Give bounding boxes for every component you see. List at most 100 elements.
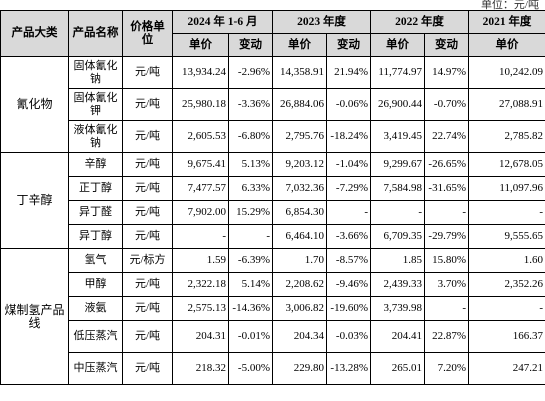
price-unit: 元/吨 xyxy=(122,296,173,321)
product-name: 甲醇 xyxy=(68,272,123,297)
value-cell: 204.31 xyxy=(172,320,229,353)
value-cell: 14.97% xyxy=(424,56,469,89)
price-unit: 元/吨 xyxy=(122,120,173,153)
value-cell: -1.04% xyxy=(326,152,371,177)
value-cell: 25,980.18 xyxy=(172,88,229,121)
value-cell: -29.79% xyxy=(424,224,469,249)
value-cell: -31.65% xyxy=(424,176,469,201)
period-header: 2021 年度 xyxy=(468,10,545,34)
value-cell: -19.60% xyxy=(326,296,371,321)
subheader-cell: 变动 xyxy=(326,33,371,57)
value-cell: -7.29% xyxy=(326,176,371,201)
value-cell: - xyxy=(326,200,371,225)
product-name: 固体氰化钠 xyxy=(68,56,123,89)
value-cell: 15.80% xyxy=(424,248,469,273)
value-cell: -26.65% xyxy=(424,152,469,177)
value-cell: 9,203.12 xyxy=(272,152,327,177)
subheader-cell: 变动 xyxy=(424,33,469,57)
product-name: 液体氰化钠 xyxy=(68,120,123,153)
value-cell: 6,464.10 xyxy=(272,224,327,249)
value-cell: 7,584.98 xyxy=(370,176,425,201)
value-cell: -6.39% xyxy=(228,248,273,273)
value-cell: - xyxy=(424,200,469,225)
value-cell: 3,006.82 xyxy=(272,296,327,321)
subheader-cell: 单价 xyxy=(172,33,229,57)
value-cell: - xyxy=(228,224,273,249)
table-row: 煤制氢产品线 氢气 元/标方 1.59 -6.39% 1.70 -8.57% 1.85 15.8… xyxy=(0,248,545,385)
value-cell: - xyxy=(468,296,545,321)
value-cell: 22.87% xyxy=(424,320,469,353)
value-cell: 2,208.62 xyxy=(272,272,327,297)
value-cell: 204.41 xyxy=(370,320,425,353)
table-row: 异丁醛 元/吨 7,902.00 15.29% 6,854.30- - - - xyxy=(1,200,545,225)
subheader-cell: 单价 xyxy=(468,33,545,57)
value-cell: 218.32 xyxy=(172,352,229,385)
value-cell: 166.37 xyxy=(468,320,545,353)
table-row: 丁辛醇 辛醇 元/吨 9,675.41 5.13% 9,203.12 -1.04% 9,299… xyxy=(0,152,545,249)
value-cell: 21.94% xyxy=(326,56,371,89)
value-cell: 6,709.35 xyxy=(370,224,425,249)
value-cell: 2,795.76 xyxy=(272,120,327,153)
value-cell: -8.57% xyxy=(326,248,371,273)
table-body: 氰化物 固体氰化钠 元/吨 13,934.24 -2.96% 14,358.91 21.94… xyxy=(0,56,545,385)
value-cell: - xyxy=(172,224,229,249)
unit-note: 单位：元/吨 xyxy=(480,0,539,11)
value-cell: 9,675.41 xyxy=(172,152,229,177)
value-cell: 27,088.91 xyxy=(468,88,545,121)
value-cell: -5.00% xyxy=(228,352,273,385)
group-name: 煤制氢产品线 xyxy=(0,248,69,385)
price-unit: 元/吨 xyxy=(122,56,173,89)
price-unit: 元/吨 xyxy=(122,320,173,353)
value-cell: -0.03% xyxy=(326,320,371,353)
value-cell: -9.46% xyxy=(326,272,371,297)
value-cell: -0.70% xyxy=(424,88,469,121)
table-row: 液氨 元/吨 2,575.13 -14.36% 3,006.82 -19.60% 3,739… xyxy=(1,296,545,321)
value-cell: 3.70% xyxy=(424,272,469,297)
table-row: 中压蒸汽 元/吨 218.32 -5.00% 229.80 -13.28% 265.01 7.… xyxy=(1,352,545,385)
price-unit: 元/吨 xyxy=(122,352,173,385)
table-row: 正丁醇 元/吨 7,477.57 6.33% 7,032.36 -7.29% 7,584.9… xyxy=(1,176,545,201)
value-cell: 3,419.45 xyxy=(370,120,425,153)
value-cell: 2,785.82 xyxy=(468,120,545,153)
group-name: 氰化物 xyxy=(0,56,69,153)
value-cell: -2.96% xyxy=(228,56,273,89)
table-row: 低压蒸汽 元/吨 204.31 -0.01% 204.34 -0.03% 204.41 22.… xyxy=(1,320,545,353)
value-cell: 1.60 xyxy=(468,248,545,273)
table-row: 异丁醇 元/吨 - -6,464.10 -3.66% 6,709.35 -29.79% 9,5… xyxy=(1,224,545,249)
product-name: 异丁醇 xyxy=(68,224,123,249)
price-unit: 元/吨 xyxy=(122,224,173,249)
value-cell: 6,854.30 xyxy=(272,200,327,225)
value-cell: -0.01% xyxy=(228,320,273,353)
value-cell: 26,900.44 xyxy=(370,88,425,121)
value-cell: - xyxy=(370,200,425,225)
price-table: 产品大类 产品名称 价格单位 2024 年 1-6 月 2023 年度 2022 年度 20… xyxy=(0,10,545,385)
table-row: 氰化物 固体氰化钠 元/吨 13,934.24 -2.96% 14,358.91 21.94… xyxy=(0,56,545,153)
value-cell: 7,902.00 xyxy=(172,200,229,225)
table-row: 产品大类 产品名称 价格单位 2024 年 1-6 月 2023 年度 2022 年度 20… xyxy=(0,10,545,57)
value-cell: 9,555.65 xyxy=(468,224,545,249)
group-name: 丁辛醇 xyxy=(0,152,69,249)
period-header: 2023 年度 xyxy=(272,10,371,34)
value-cell: 5.13% xyxy=(228,152,273,177)
header-cell: 价格单位 xyxy=(122,10,173,57)
value-cell: 14,358.91 xyxy=(272,56,327,89)
value-cell: 2,352.26 xyxy=(468,272,545,297)
value-cell: -3.66% xyxy=(326,224,371,249)
table-header: 产品大类 产品名称 价格单位 2024 年 1-6 月 2023 年度 2022 年度 20… xyxy=(0,10,545,57)
value-cell: -14.36% xyxy=(228,296,273,321)
value-cell: 7.20% xyxy=(424,352,469,385)
product-name: 液氨 xyxy=(68,296,123,321)
value-cell: 11,774.97 xyxy=(370,56,425,89)
price-unit: 元/吨 xyxy=(122,200,173,225)
price-unit: 元/标方 xyxy=(122,248,173,273)
value-cell: 3,739.98 xyxy=(370,296,425,321)
table-row: 液体氰化钠 元/吨 2,605.53 -6.80% 2,795.76 -18.24% 3,4… xyxy=(1,120,545,153)
product-name: 异丁醛 xyxy=(68,200,123,225)
value-cell: -18.24% xyxy=(326,120,371,153)
value-cell: 22.74% xyxy=(424,120,469,153)
product-name: 氢气 xyxy=(68,248,123,273)
product-name: 中压蒸汽 xyxy=(68,352,123,385)
value-cell: 1.85 xyxy=(370,248,425,273)
value-cell: 6.33% xyxy=(228,176,273,201)
value-cell: - xyxy=(424,296,469,321)
